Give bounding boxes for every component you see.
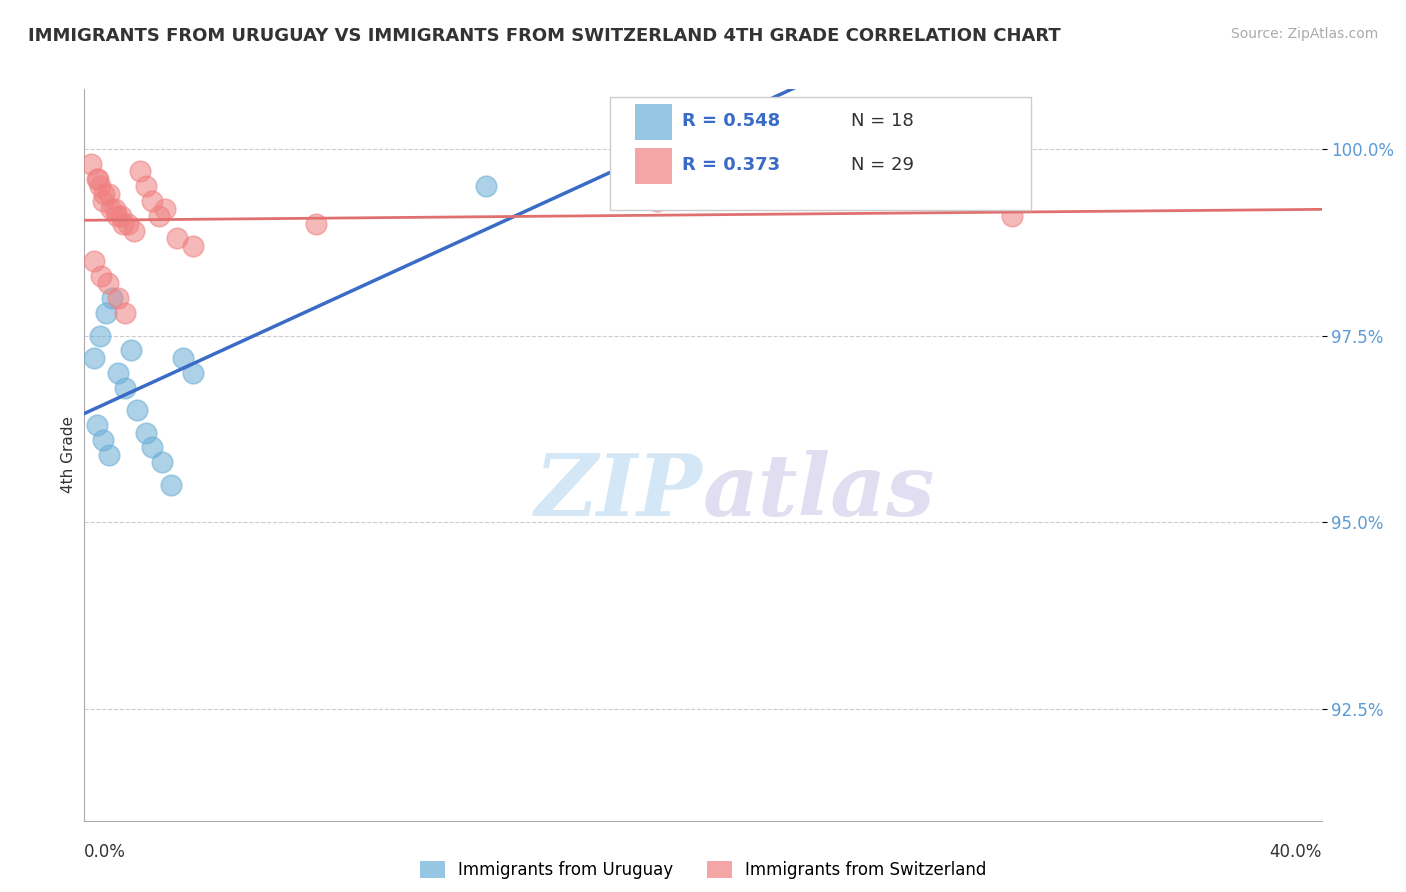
Point	[83, 253, 105, 268]
Point	[90, 268, 112, 283]
Point	[83, 351, 105, 365]
Text: N = 29: N = 29	[852, 155, 914, 174]
Y-axis label: 4th Grade: 4th Grade	[60, 417, 76, 493]
Point	[93, 186, 115, 201]
Point	[94, 306, 117, 320]
Point	[160, 477, 183, 491]
Point	[135, 425, 157, 440]
Text: ZIP: ZIP	[536, 450, 703, 533]
Point	[150, 455, 173, 469]
Point	[120, 343, 142, 358]
Point	[141, 194, 163, 209]
Text: atlas: atlas	[703, 450, 935, 533]
Point	[153, 202, 176, 216]
Point	[114, 381, 136, 395]
Point	[1001, 209, 1024, 223]
Point	[166, 231, 188, 245]
Point	[181, 239, 204, 253]
Point	[91, 433, 114, 447]
Point	[107, 291, 129, 305]
Point	[172, 351, 194, 365]
Point	[129, 164, 152, 178]
Point	[125, 403, 148, 417]
Point	[105, 209, 128, 223]
Text: 40.0%: 40.0%	[1270, 843, 1322, 861]
Text: IMMIGRANTS FROM URUGUAY VS IMMIGRANTS FROM SWITZERLAND 4TH GRADE CORRELATION CHA: IMMIGRANTS FROM URUGUAY VS IMMIGRANTS FR…	[28, 27, 1062, 45]
Point	[645, 194, 668, 209]
Point	[91, 194, 114, 209]
Point	[87, 171, 110, 186]
Point	[104, 202, 127, 216]
Point	[114, 306, 136, 320]
Point	[89, 328, 111, 343]
Point	[79, 157, 101, 171]
Text: Source: ZipAtlas.com: Source: ZipAtlas.com	[1230, 27, 1378, 41]
Point	[86, 418, 108, 433]
Point	[122, 224, 145, 238]
Point	[148, 209, 170, 223]
Point	[135, 179, 157, 194]
Point	[181, 366, 204, 380]
Point	[101, 291, 124, 305]
Text: R = 0.548: R = 0.548	[682, 112, 780, 129]
FancyBboxPatch shape	[636, 148, 672, 185]
Point	[110, 209, 132, 223]
Point	[89, 179, 111, 194]
Point	[86, 171, 108, 186]
Point	[117, 217, 139, 231]
Legend: Immigrants from Uruguay, Immigrants from Switzerland: Immigrants from Uruguay, Immigrants from…	[413, 854, 993, 886]
Point	[98, 448, 121, 462]
Point	[100, 202, 122, 216]
Point	[96, 277, 118, 291]
Point	[141, 441, 163, 455]
Text: 0.0%: 0.0%	[84, 843, 127, 861]
Point	[98, 186, 121, 201]
Point	[305, 217, 328, 231]
Text: R = 0.373: R = 0.373	[682, 155, 780, 174]
FancyBboxPatch shape	[636, 103, 672, 140]
FancyBboxPatch shape	[610, 96, 1031, 210]
Point	[475, 179, 498, 194]
Text: N = 18: N = 18	[852, 112, 914, 129]
Point	[107, 366, 129, 380]
Point	[112, 217, 135, 231]
